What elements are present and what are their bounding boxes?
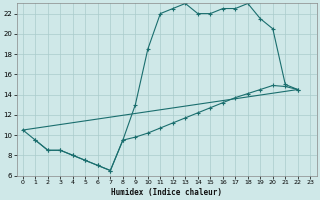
X-axis label: Humidex (Indice chaleur): Humidex (Indice chaleur): [111, 188, 222, 197]
